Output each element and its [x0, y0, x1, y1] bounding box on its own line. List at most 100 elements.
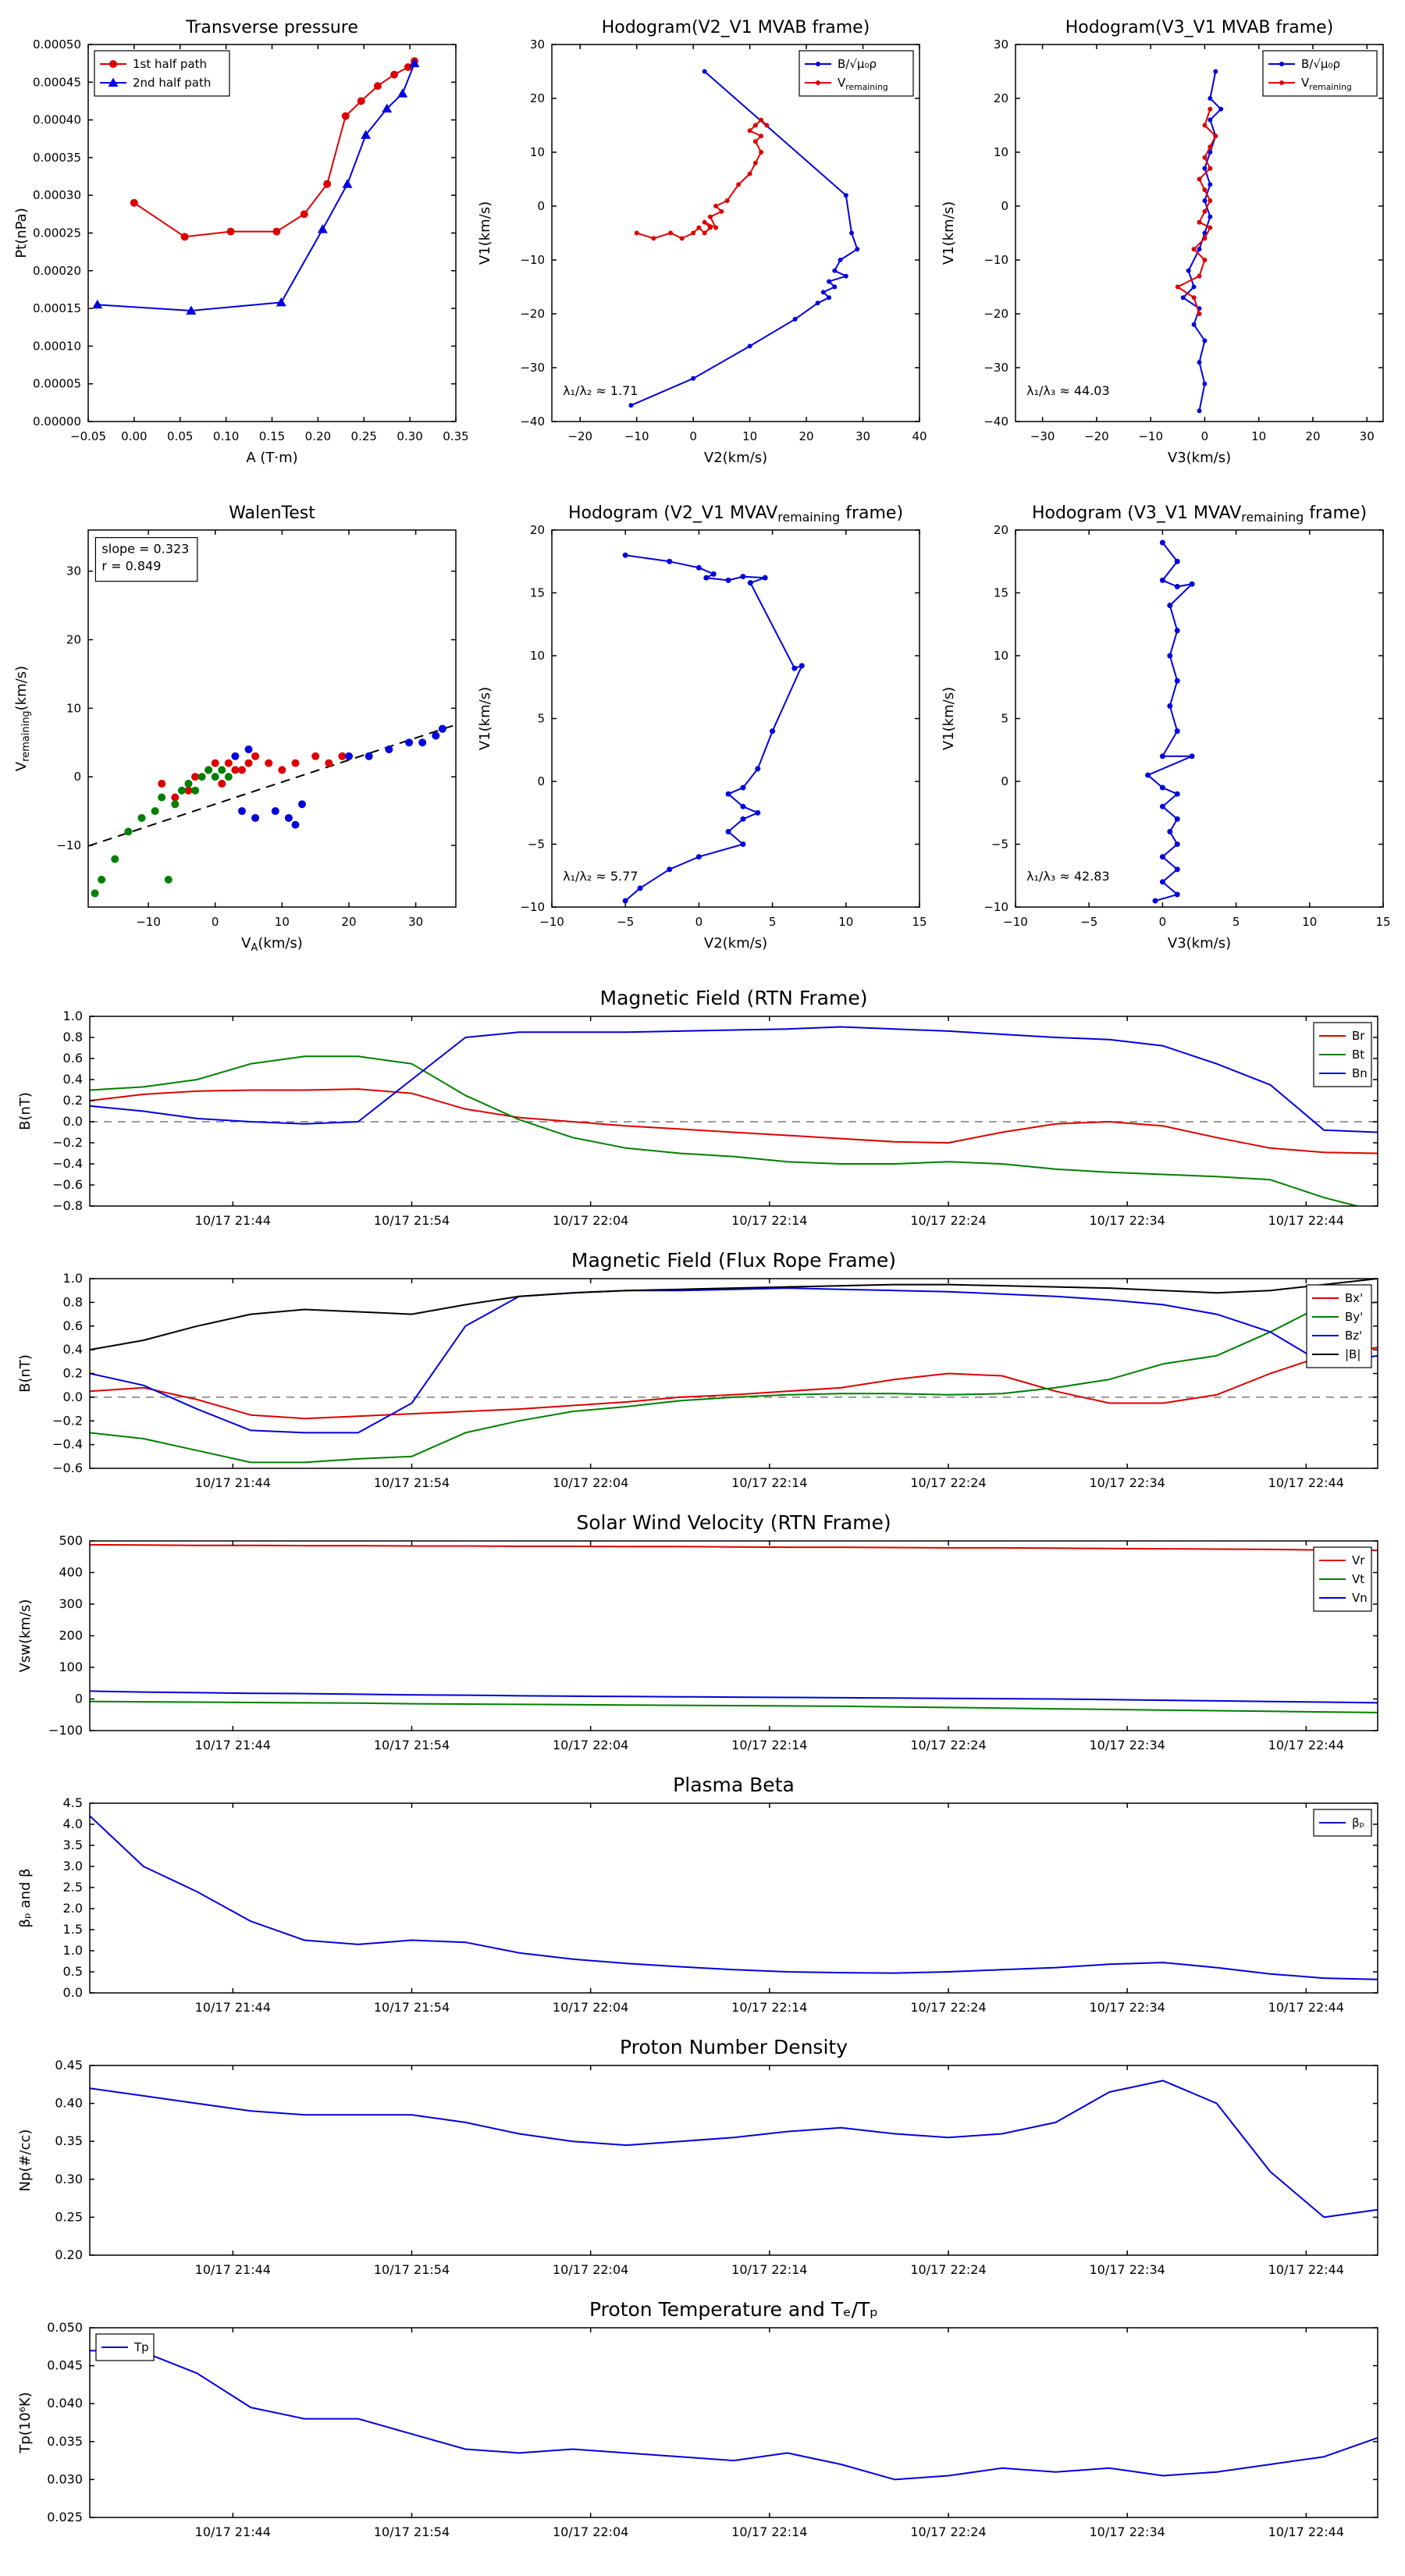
svg-text:λ₁/λ₃ ≈ 42.83: λ₁/λ₃ ≈ 42.83 [1026, 869, 1110, 884]
svg-text:10/17 22:24: 10/17 22:24 [910, 2524, 986, 2539]
svg-text:10/17 21:44: 10/17 21:44 [195, 1738, 271, 1752]
svg-text:βₚ: βₚ [1352, 1816, 1364, 1830]
svg-text:10: 10 [275, 915, 290, 929]
svg-text:0.00030: 0.00030 [33, 188, 81, 202]
svg-text:Bx': Bx' [1345, 1291, 1363, 1305]
svg-text:−5: −5 [528, 838, 545, 852]
svg-text:−100: −100 [48, 1723, 83, 1738]
svg-text:30: 30 [66, 564, 81, 578]
svg-text:10/17 21:54: 10/17 21:54 [374, 2524, 450, 2539]
svg-text:Transverse pressure: Transverse pressure [185, 18, 358, 37]
svg-text:Solar Wind Velocity (RTN Frame: Solar Wind Velocity (RTN Frame) [576, 1511, 891, 1534]
svg-text:10/17 22:24: 10/17 22:24 [910, 1475, 986, 1490]
svg-text:30: 30 [994, 37, 1008, 52]
svg-text:10/17 22:34: 10/17 22:34 [1090, 1738, 1165, 1752]
svg-text:400: 400 [59, 1565, 83, 1580]
svg-text:3.5: 3.5 [63, 1838, 83, 1852]
svg-text:10/17 22:14: 10/17 22:14 [731, 1213, 807, 1228]
row-top-panels: −0.05 0.00 0.05 0.10 0.15 0.20 0.25 0.30 0.35 0.0… [0, 9, 1405, 478]
chart-walen-test: −10 0 10 20 30 −10 0 10 20 30 WalenTest VA(km/s) Vre… [10, 495, 468, 963]
svg-text:10/17 22:34: 10/17 22:34 [1090, 2524, 1165, 2539]
svg-text:2.0: 2.0 [63, 1901, 83, 1916]
svg-text:0.00025: 0.00025 [33, 226, 81, 240]
svg-text:λ₁/λ₂ ≈ 5.77: λ₁/λ₂ ≈ 5.77 [563, 869, 638, 884]
svg-text:0: 0 [689, 429, 697, 443]
svg-text:10/17 22:14: 10/17 22:14 [731, 2262, 807, 2277]
svg-text:0.30: 0.30 [397, 429, 422, 443]
svg-text:10/17 22:24: 10/17 22:24 [910, 1738, 986, 1752]
svg-text:0.8: 0.8 [63, 1294, 83, 1309]
svg-text:1st half path: 1st half path [133, 57, 207, 71]
svg-text:10/17 21:54: 10/17 21:54 [374, 2262, 450, 2277]
svg-text:Bn: Bn [1352, 1066, 1368, 1080]
svg-text:0: 0 [695, 915, 703, 929]
chart-hodogram-v2v1-mvab: −20 −10 0 10 20 30 40 −40 −30 −20 −10 0 10 20 30 Hodogr… [474, 9, 931, 478]
svg-text:0.30: 0.30 [55, 2172, 83, 2186]
svg-text:−10: −10 [1138, 429, 1163, 443]
svg-text:10/17 22:44: 10/17 22:44 [1268, 1475, 1344, 1490]
svg-text:B(nT): B(nT) [17, 1092, 34, 1130]
svg-text:−40: −40 [984, 415, 1008, 429]
svg-text:−0.4: −0.4 [52, 1437, 83, 1452]
svg-text:−30: −30 [520, 361, 545, 375]
svg-text:0.040: 0.040 [47, 2396, 83, 2411]
svg-text:−20: −20 [567, 429, 592, 443]
plot-svg: 10/17 21:44 10/17 21:54 10/17 22:04 10/17 2… [17, 2298, 1378, 2539]
chart-proton-temperature: 10/17 21:44 10/17 21:54 10/17 22:04 10/17 2… [0, 2295, 1405, 2553]
svg-text:10/17 22:04: 10/17 22:04 [553, 1475, 628, 1490]
plot-svg: −10 −5 0 5 10 15 −10 −5 0 5 10 15 20 Hodogram (V3_V1 … [941, 503, 1391, 952]
svg-text:−5: −5 [617, 915, 634, 929]
svg-text:15: 15 [1375, 915, 1390, 929]
svg-text:0: 0 [1159, 915, 1167, 929]
svg-text:0: 0 [537, 774, 545, 788]
svg-text:10/17 22:04: 10/17 22:04 [553, 2524, 628, 2539]
svg-text:10: 10 [838, 915, 853, 929]
svg-text:0.00035: 0.00035 [33, 151, 81, 165]
svg-text:10: 10 [742, 429, 757, 443]
svg-text:0.15: 0.15 [259, 429, 285, 443]
svg-text:10: 10 [994, 649, 1008, 663]
svg-text:−10: −10 [136, 915, 161, 929]
svg-text:10/17 22:24: 10/17 22:24 [910, 1213, 986, 1228]
svg-text:Np(#/cc): Np(#/cc) [17, 2129, 34, 2192]
chart-plasma-beta: 10/17 21:44 10/17 21:54 10/17 22:04 10/17 2… [0, 1770, 1405, 2028]
svg-text:0: 0 [73, 770, 81, 784]
svg-text:15: 15 [994, 586, 1008, 600]
svg-text:10/17 21:54: 10/17 21:54 [374, 1475, 450, 1490]
svg-text:Proton Temperature and Tₑ/Tₚ: Proton Temperature and Tₑ/Tₚ [589, 2298, 878, 2321]
svg-text:V1(km/s): V1(km/s) [941, 687, 957, 750]
chart-hodogram-v3v1-mvav: −10 −5 0 5 10 15 −10 −5 0 5 10 15 20 Hodogram (V3_V1 … [937, 495, 1395, 963]
svg-text:−0.4: −0.4 [52, 1156, 83, 1171]
svg-text:4.0: 4.0 [63, 1816, 83, 1831]
svg-text:0.0: 0.0 [63, 1114, 83, 1129]
svg-text:0.045: 0.045 [47, 2358, 83, 2373]
svg-text:slope = 0.323: slope = 0.323 [101, 542, 189, 557]
svg-text:0.025: 0.025 [47, 2510, 83, 2524]
svg-text:−0.05: −0.05 [70, 429, 106, 443]
svg-text:10/17 22:44: 10/17 22:44 [1268, 1738, 1344, 1752]
svg-text:0.00005: 0.00005 [33, 377, 81, 391]
svg-text:10/17 22:04: 10/17 22:04 [553, 2262, 628, 2277]
svg-text:0.2: 0.2 [63, 1366, 83, 1381]
svg-text:200: 200 [59, 1628, 83, 1643]
svg-text:10/17 22:14: 10/17 22:14 [731, 2000, 807, 2015]
svg-text:Bt: Bt [1352, 1048, 1364, 1062]
svg-text:500: 500 [59, 1533, 83, 1548]
svg-text:Vsw(km/s): Vsw(km/s) [17, 1599, 34, 1673]
svg-text:10/17 22:34: 10/17 22:34 [1090, 1213, 1165, 1228]
plot-svg: 10/17 21:44 10/17 21:54 10/17 22:04 10/17 2… [17, 1249, 1378, 1490]
svg-text:−10: −10 [520, 900, 545, 914]
svg-text:10/17 21:54: 10/17 21:54 [374, 1213, 450, 1228]
svg-text:Br: Br [1352, 1029, 1365, 1043]
svg-text:Vr: Vr [1352, 1553, 1365, 1567]
svg-text:0.00: 0.00 [121, 429, 147, 443]
svg-text:Vremaining(km/s): Vremaining(km/s) [13, 666, 32, 771]
svg-text:4.5: 4.5 [63, 1795, 83, 1810]
svg-text:By': By' [1345, 1310, 1363, 1324]
svg-text:20: 20 [530, 523, 545, 537]
svg-text:0.20: 0.20 [55, 2247, 83, 2262]
svg-text:0.035: 0.035 [47, 2434, 83, 2449]
svg-text:20: 20 [530, 91, 545, 105]
svg-text:−30: −30 [1030, 429, 1055, 443]
svg-text:10/17 22:04: 10/17 22:04 [553, 1738, 628, 1752]
